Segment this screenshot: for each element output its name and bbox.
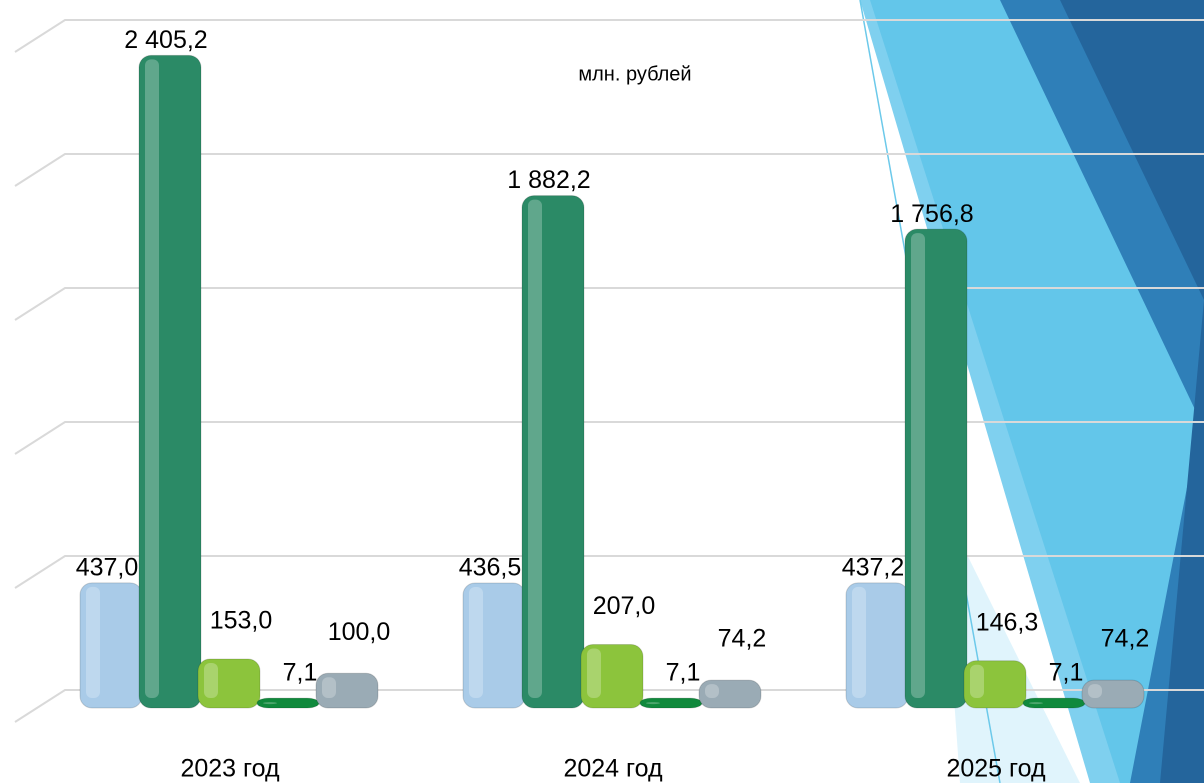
bar: [138, 54, 202, 709]
bar: [698, 679, 762, 709]
bar-highlight: [469, 587, 483, 698]
bar-highlight: [263, 702, 277, 705]
data-label: 7,1: [1049, 659, 1084, 687]
grid-line: [14, 689, 1204, 723]
bar-highlight: [970, 664, 984, 698]
bar: [521, 195, 585, 709]
bar: [580, 644, 644, 709]
grid: [14, 19, 1204, 723]
bar-highlight: [705, 684, 719, 698]
bar: [1081, 679, 1145, 709]
data-label: 100,0: [328, 618, 391, 646]
x-tick-label: 2025 год: [946, 755, 1045, 783]
bar: [315, 672, 379, 709]
data-label: 1 882,2: [507, 166, 590, 194]
grid-line: [14, 555, 1204, 589]
data-label: 7,1: [283, 659, 318, 687]
x-tick-label: 2023 год: [180, 755, 279, 783]
bar-highlight: [528, 199, 542, 698]
bar-highlight: [1088, 684, 1102, 698]
bar-highlight: [322, 677, 336, 698]
grid-line: [14, 153, 1204, 187]
grid-line: [14, 19, 1204, 53]
bar: [904, 228, 968, 709]
bar-highlight: [1029, 702, 1043, 705]
background-decoration: [859, 0, 1204, 783]
bar-highlight: [145, 59, 159, 699]
data-label: 7,1: [666, 659, 701, 687]
data-label: 2 405,2: [124, 26, 207, 54]
bar-highlight: [587, 648, 601, 698]
grid-line: [14, 421, 1204, 455]
bar-highlight: [852, 586, 866, 698]
x-tick-label: 2024 год: [563, 755, 662, 783]
subtitle: млн. рублей: [578, 63, 691, 85]
data-label: 207,0: [593, 592, 656, 620]
grid-line: [14, 287, 1204, 321]
data-label: 74,2: [718, 625, 767, 653]
data-label: 437,2: [842, 553, 905, 581]
data-label: 74,2: [1101, 625, 1150, 653]
data-label: 1 756,8: [890, 200, 973, 228]
bar: [197, 658, 261, 709]
bar-highlight: [911, 233, 925, 698]
data-label: 436,5: [459, 554, 522, 582]
data-label: 146,3: [976, 608, 1039, 636]
bar-highlight: [86, 586, 100, 698]
bar-highlight: [204, 662, 218, 698]
data-label: 153,0: [210, 607, 273, 635]
bars: 2023 год 437,0 2 405,2 153,0 7,1 100,0 2024 го…: [76, 26, 1150, 783]
data-label: 437,0: [76, 553, 139, 581]
bar-highlight: [646, 702, 660, 705]
bar: [963, 660, 1027, 709]
